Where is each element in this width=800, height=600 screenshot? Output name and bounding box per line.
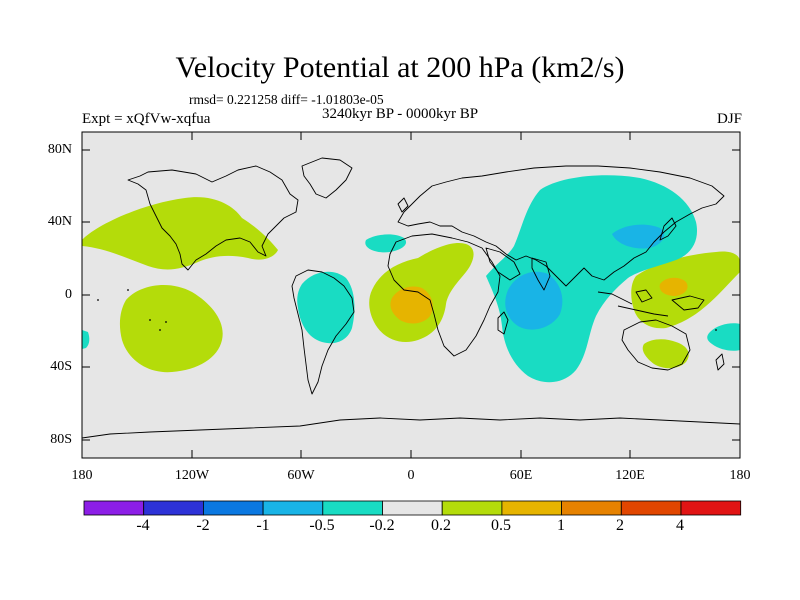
lon-label-60e: 60E [509, 468, 533, 483]
colorbar-label: -4 [136, 517, 150, 534]
coast-india [531, 257, 551, 291]
contour-positive-south-pacific [119, 285, 223, 373]
contour-negative-indian-ocean-core [505, 271, 563, 330]
coast-madagascar [497, 311, 509, 335]
coast-arabia [485, 247, 521, 281]
coast-australia [621, 319, 691, 371]
colorbar-box [83, 500, 145, 516]
lat-label-40s: 40S [50, 359, 72, 374]
lon-label-0: 0 [407, 468, 415, 483]
contour-positive-pacific-warm-core [659, 277, 688, 296]
map-title: Velocity Potential at 200 hPa (km2/s) [175, 51, 625, 84]
lat-label-80s: 80S [50, 432, 72, 447]
colorbar-box [382, 500, 443, 516]
colorbar-label: 2 [616, 517, 624, 534]
colorbar-box [501, 500, 562, 516]
coast-greenland [301, 157, 353, 199]
lat-label-80n: 80N [47, 142, 72, 157]
colorbar-box [441, 500, 503, 516]
coast-new-zealand [715, 353, 725, 371]
colorbar-label: 4 [676, 517, 684, 534]
coast-eurasia [397, 165, 725, 287]
coast-british-isles [397, 197, 409, 213]
contour-positive-gulf-of-guinea-core [390, 286, 433, 324]
coast-maritime-continent [597, 289, 705, 317]
island-dot-5 [97, 299, 99, 301]
period-label: 3240kyr BP - 0000kyr BP [322, 106, 479, 122]
colorbar-label: 0.2 [431, 517, 451, 534]
lon-label-120e: 120E [615, 468, 645, 483]
experiment-label: Expt = xQfVw-xqfua [82, 111, 211, 127]
lon-label-180e: 180 [729, 468, 751, 483]
colorbar-label: -0.5 [309, 517, 335, 534]
colorbar-label: -2 [196, 517, 210, 534]
island-dot-6 [715, 329, 717, 331]
lon-label-120w: 120W [174, 468, 210, 483]
colorbar [83, 500, 742, 516]
contour-negative-japan-core [612, 224, 665, 249]
colorbar-box [143, 500, 204, 516]
lat-label-0: 0 [65, 287, 72, 302]
season-label: DJF [716, 111, 742, 127]
colorbar-label: -0.2 [369, 517, 395, 534]
contour-negative-west-edge [82, 330, 90, 349]
colorbar-box [561, 500, 622, 516]
stats-line: rmsd= 0.221258 diff= -1.01803e-05 [189, 92, 384, 107]
island-dot-3 [159, 329, 161, 331]
island-dot-4 [165, 321, 167, 323]
island-dot-1 [127, 289, 129, 291]
coast-africa [387, 233, 501, 357]
contour-positive-north-pacific [82, 197, 278, 270]
colorbar-label: 1 [557, 517, 565, 534]
contour-negative-south-america [297, 271, 355, 344]
contour-negative-north-africa [365, 234, 407, 253]
colorbar-box [202, 500, 264, 516]
colorbar-label: -1 [256, 517, 270, 534]
colorbar-box [620, 500, 682, 516]
island-dot-2 [149, 319, 151, 321]
lon-label-60w: 60W [287, 468, 315, 483]
colorbar-box [322, 500, 383, 516]
coast-antarctica [82, 417, 740, 439]
colorbar-label: 0.5 [491, 517, 511, 534]
coast-south-america [291, 269, 355, 395]
coast-north-america [127, 165, 299, 271]
lon-label-180w: 180 [71, 468, 93, 483]
contour-positive-australia [642, 339, 689, 369]
coast-japan [659, 217, 677, 241]
colorbar-box [262, 500, 324, 516]
lat-label-40n: 40N [47, 214, 72, 229]
colorbar-box [680, 500, 742, 516]
